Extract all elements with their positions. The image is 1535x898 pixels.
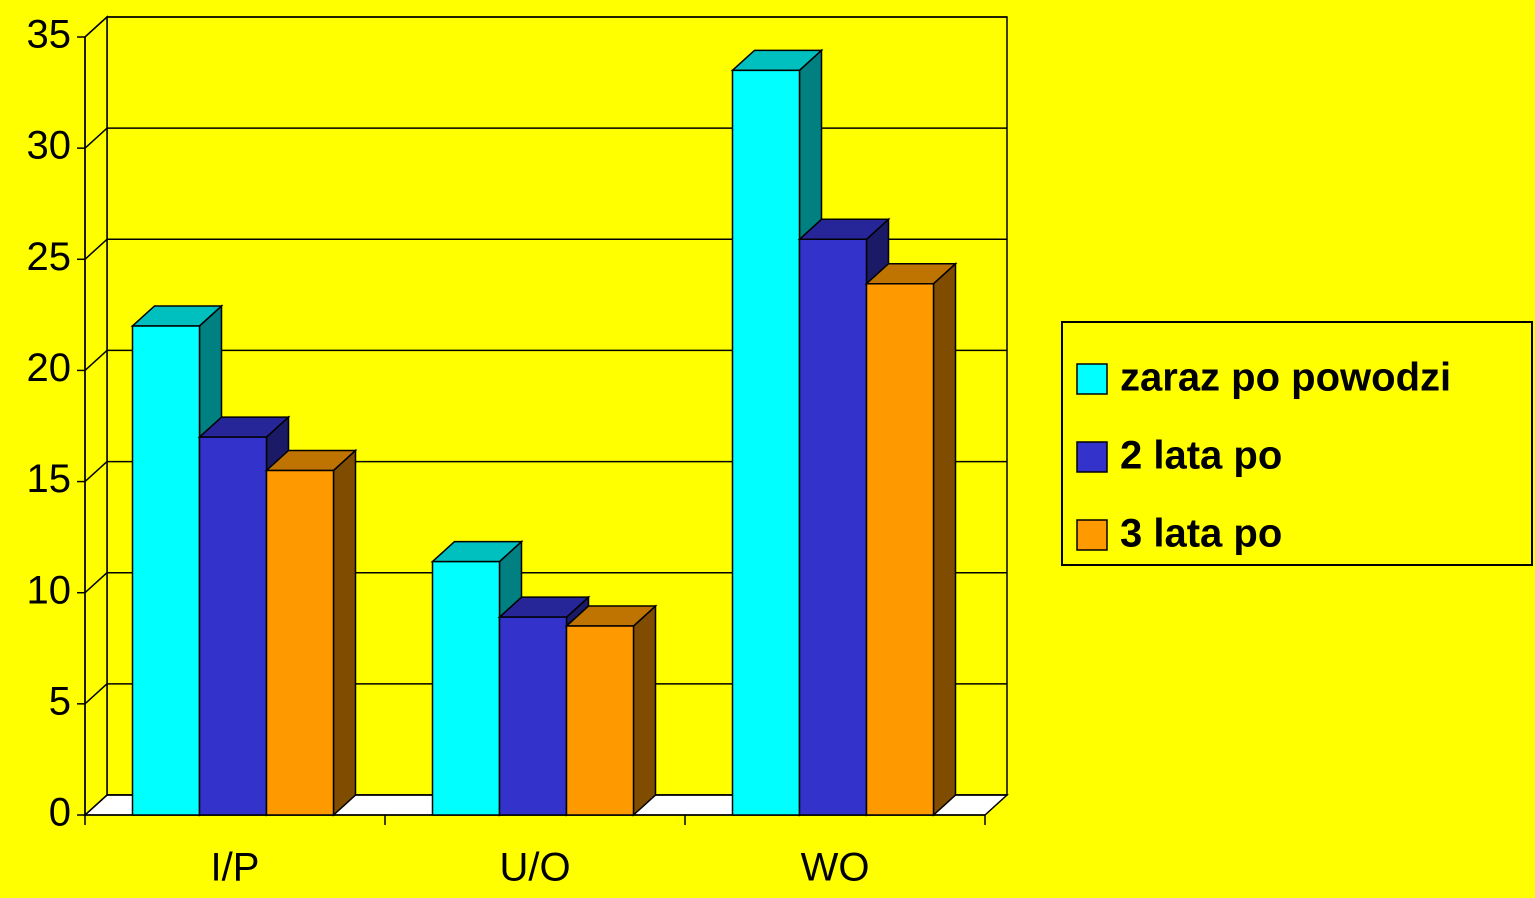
bar-front [498,616,568,816]
legend-label: 3 lata po [1120,512,1282,556]
bar-side [932,262,957,817]
grid-line [84,238,108,260]
y-tick-label: 10 [27,568,72,612]
side-wall [84,15,108,817]
x-tick-label: U/O [499,846,570,890]
bar-front [731,69,801,816]
y-tick-label: 30 [27,124,72,168]
bar [564,604,658,817]
y-tick-label: 20 [27,346,72,390]
y-tick-label: 15 [27,457,72,501]
bar-side [632,604,657,817]
bar-front [131,325,201,816]
y-tick-label: 35 [27,13,72,57]
bar-side [332,448,357,817]
bar-front [798,238,868,816]
grid-line [84,127,108,149]
grid-line [84,16,108,38]
grid-line [84,461,108,483]
grid-line [84,349,108,371]
legend-swatch [1076,441,1108,473]
legend-label: 2 lata po [1120,434,1282,478]
y-tick-label: 25 [27,235,72,279]
bar-front [565,625,635,816]
legend-label: zaraz po powodzi [1120,356,1451,400]
bar-front [265,469,335,816]
legend-box [1061,321,1533,566]
grid-line [84,572,108,594]
grid-line [84,683,108,705]
legend-swatch [1076,519,1108,551]
y-tick-label: 5 [49,679,71,723]
legend-swatch [1076,363,1108,395]
bar-front [865,282,935,816]
bar-front [431,560,501,816]
bar-front [198,436,268,816]
bar [864,262,958,817]
bar [264,448,358,817]
grid-line [84,794,108,816]
x-tick-label: I/P [211,846,260,890]
x-tick-label: WO [801,846,870,890]
y-tick-label: 0 [49,791,71,835]
